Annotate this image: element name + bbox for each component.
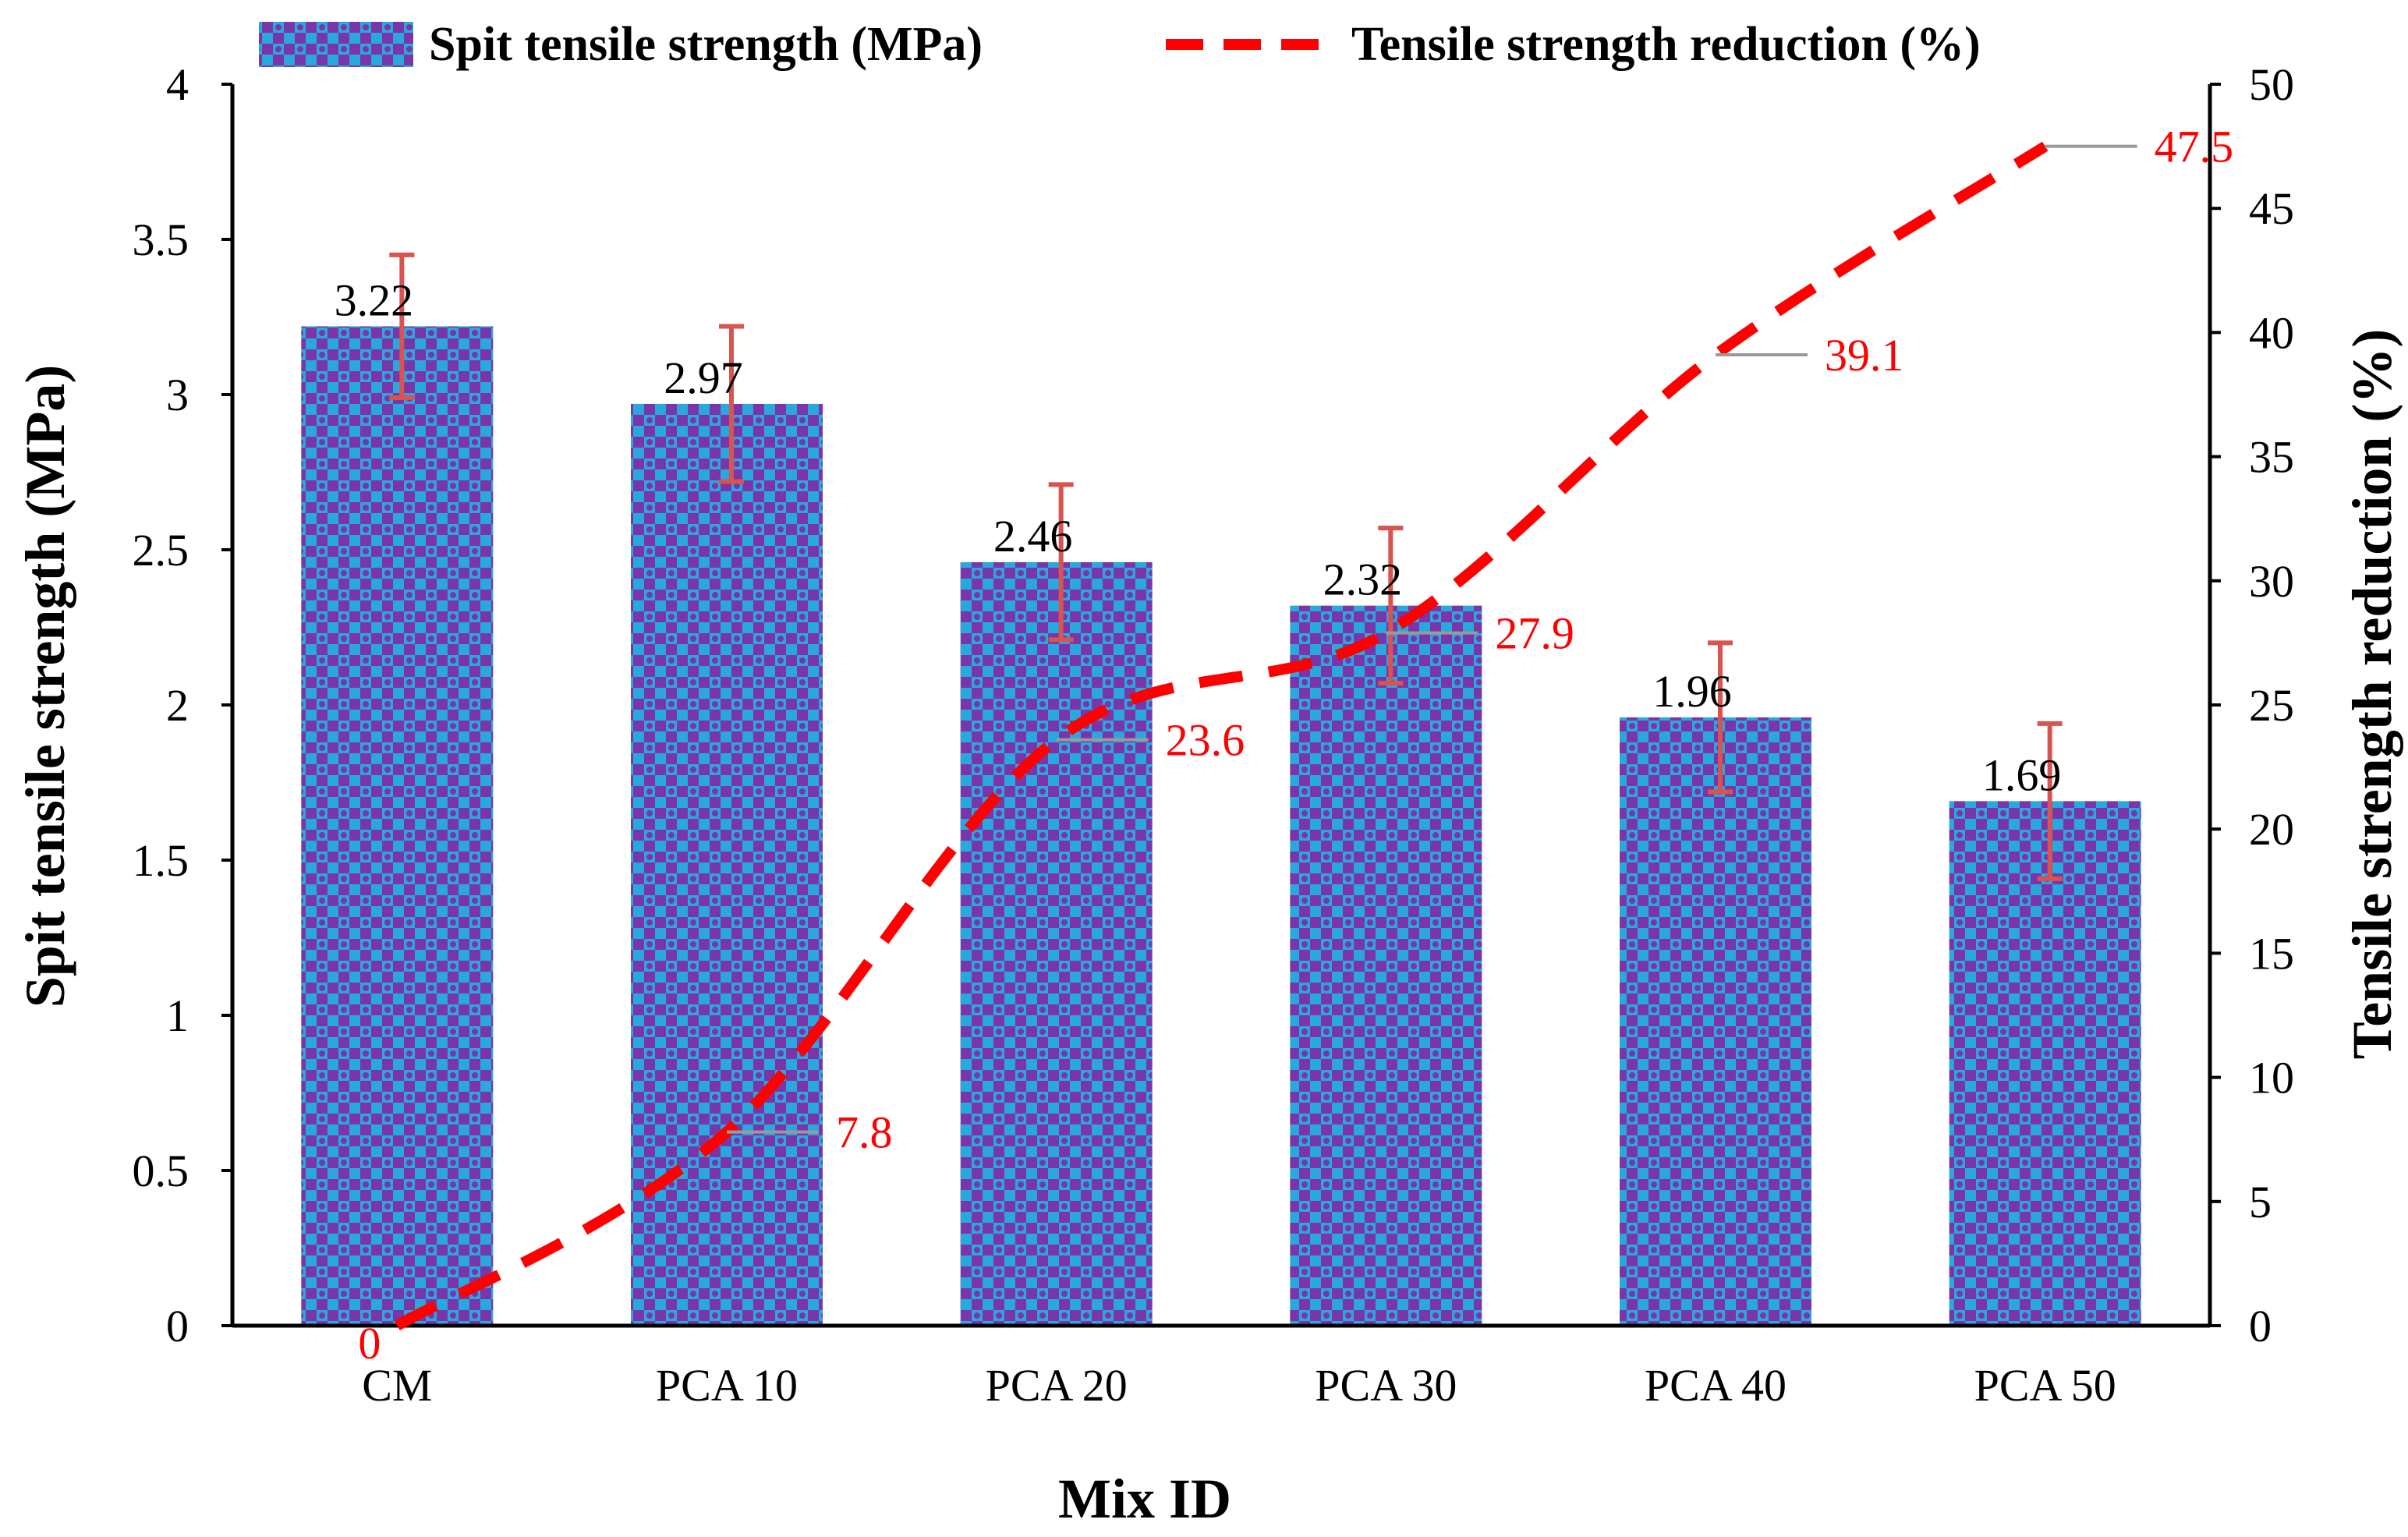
x-axis-title: Mix ID: [1058, 1468, 1231, 1530]
bar-value-label: 1.69: [1982, 749, 2062, 800]
bar: [1290, 605, 1482, 1326]
bar: [631, 403, 823, 1326]
bar: [1949, 801, 2141, 1326]
reduction-line: [394, 141, 2049, 1331]
x-tick-label: PCA 30: [1315, 1360, 1457, 1411]
y2-tick-label: 45: [2249, 183, 2294, 234]
y2-tick-label: 10: [2249, 1053, 2294, 1103]
bar-value-label: 1.96: [1652, 666, 1732, 717]
line-value-label: 7.8: [836, 1107, 893, 1158]
line-value-label: 47.5: [2155, 122, 2234, 172]
y2-tick-label: 5: [2249, 1177, 2272, 1227]
line-value-label: 0: [358, 1318, 381, 1369]
bar: [960, 561, 1153, 1326]
y-tick-label: 3.5: [133, 214, 189, 265]
bar-value-label: 2.32: [1323, 554, 1403, 605]
y2-tick-label: 0: [2249, 1301, 2272, 1351]
legend-line-label: Tensile strength reduction (%): [1351, 18, 1981, 71]
y-tick-label: 3: [166, 370, 189, 420]
y2-tick-label: 25: [2249, 680, 2294, 731]
bar-value-label: 2.97: [664, 352, 743, 403]
bar: [301, 326, 494, 1326]
x-tick-label: PCA 40: [1645, 1360, 1787, 1411]
bar-value-label: 2.46: [993, 511, 1073, 561]
x-tick-label: PCA 10: [656, 1360, 798, 1411]
line-value-label: 27.9: [1495, 608, 1574, 659]
line-value-label: 39.1: [1825, 330, 1904, 381]
y2-tick-label: 35: [2249, 432, 2294, 483]
y2-tick-label: 30: [2249, 556, 2294, 607]
y-tick-label: 2.5: [133, 525, 189, 575]
y-tick-label: 1.5: [133, 835, 189, 886]
x-tick-label: CM: [362, 1360, 432, 1411]
y-axis-title: Spit tensile strength (MPa): [14, 365, 76, 1008]
y2-tick-label: 50: [2249, 59, 2294, 110]
legend-bar-label: Spit tensile strength (MPa): [429, 18, 983, 71]
y2-axis-title: Tensile strength reduction (%): [2341, 329, 2403, 1060]
x-tick-label: PCA 20: [986, 1360, 1128, 1411]
y2-tick-label: 20: [2249, 804, 2294, 855]
y2-tick-label: 40: [2249, 307, 2294, 358]
y2-tick-label: 15: [2249, 928, 2294, 979]
bar-value-label: 3.22: [335, 274, 414, 325]
y-tick-label: 1: [166, 990, 189, 1041]
legend: Spit tensile strength (MPa) Tensile stre…: [259, 18, 1981, 71]
y-tick-label: 0: [166, 1301, 189, 1351]
y-tick-label: 2: [166, 680, 189, 731]
x-tick-label: PCA 50: [1974, 1360, 2116, 1411]
y-tick-label: 0.5: [133, 1146, 189, 1196]
legend-bar-swatch: [259, 22, 413, 67]
y-tick-label: 4: [166, 59, 189, 110]
line-value-label: 23.6: [1166, 715, 1245, 766]
bar: [1620, 717, 1811, 1326]
